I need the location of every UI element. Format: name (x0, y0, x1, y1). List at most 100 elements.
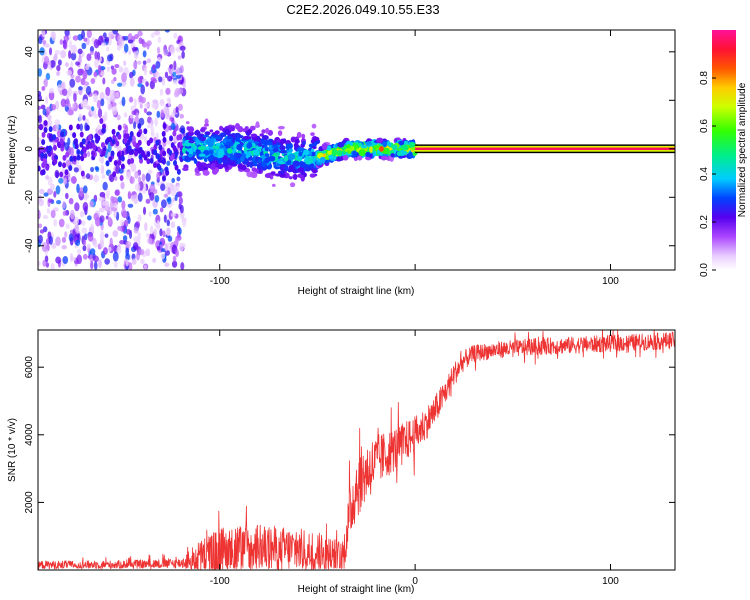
spectrogram-y-ticks: -40 -20 0 20 40 (24, 46, 675, 253)
spectrogram-blob (176, 225, 181, 232)
spectrogram-blob (257, 142, 262, 147)
spectrogram-frame (37, 29, 676, 271)
spectrogram-blob (62, 154, 67, 161)
spectrogram-blob (170, 212, 176, 218)
spectrogram-blob (38, 124, 43, 131)
spectrogram-blob (107, 103, 113, 111)
spectrogram-blob (85, 64, 90, 71)
spectrogram-blob (157, 36, 162, 43)
spectrogram-blob (137, 139, 142, 146)
spectrogram-blob (146, 123, 153, 129)
spectrogram-blob (57, 59, 62, 66)
snr-frame (37, 329, 676, 571)
spectrogram-blob (46, 119, 53, 127)
spectrogram-blob (91, 106, 95, 112)
spectrogram-blob (408, 151, 413, 159)
spectrogram-blob (80, 170, 85, 177)
spectrogram-blob (156, 46, 161, 55)
spectrogram-blob (62, 255, 69, 265)
spectrogram-blob (97, 108, 103, 118)
spectrogram-blob (160, 199, 167, 209)
spectrogram-blob (365, 141, 372, 146)
spectrogram-blob (184, 140, 189, 145)
spectrogram-blob (274, 166, 281, 170)
spectrogram-blob (204, 131, 211, 136)
spectrogram-blob (127, 203, 134, 208)
spectrogram-blob (133, 49, 139, 60)
spectrogram-blob (182, 83, 186, 89)
spectrogram-blob (296, 131, 302, 139)
spectrogram-blob (79, 131, 84, 138)
spectrogram-blob (382, 141, 388, 148)
spectrogram-blob (149, 183, 156, 193)
spectrogram-blob (52, 134, 57, 141)
spectrogram-blob (140, 258, 145, 265)
spectrogram-blob (167, 203, 172, 209)
spectrogram-blob (107, 246, 112, 252)
spectrogram-blob (310, 139, 316, 144)
spectrogram-y-tick-label: -40 (24, 238, 35, 253)
spectrogram-blob (106, 66, 111, 72)
spectrogram-blob (199, 153, 206, 157)
spectrogram-blob (86, 105, 91, 110)
snr-x-tick-label: -100 (210, 576, 230, 587)
spectrogram-blob (116, 151, 121, 158)
snr-x-tick-label: 100 (602, 576, 619, 587)
spectrogram-blob (86, 243, 92, 249)
spectrogram-blob (152, 78, 158, 83)
spectrogram-blob (50, 104, 57, 111)
spectrogram-blob (99, 91, 105, 102)
spectrogram-blob (78, 187, 85, 197)
spectrogram-blob (235, 152, 243, 159)
spectrogram-blob (93, 212, 99, 221)
spectrogram-blob (83, 152, 88, 159)
spectrogram-blob (142, 206, 147, 215)
spectrogram-blob (311, 145, 317, 150)
spectrogram-blob (182, 219, 187, 228)
spectrogram-blob (85, 124, 90, 131)
spectrogram-blob (365, 151, 371, 157)
spectrogram-blob (111, 138, 116, 145)
spectrogram-blob (139, 133, 145, 140)
spectrogram-blob (215, 142, 221, 147)
spectrogram-blob (138, 248, 145, 256)
spectrogram-blob (76, 248, 82, 255)
spectrogram-blob (208, 149, 214, 155)
spectrogram-blob (297, 147, 302, 153)
spectrogram-blob (139, 103, 143, 109)
spectrogram-blob (164, 243, 168, 252)
spectrogram-blob (272, 148, 279, 153)
spectrogram-blob (50, 262, 55, 270)
spectrogram-blob (137, 122, 142, 129)
spectrogram-blob (129, 114, 134, 119)
spectrogram-blob (95, 137, 100, 144)
spectrogram-blob (209, 129, 214, 133)
spectrogram-blob (38, 114, 43, 124)
spectrogram-blob (331, 148, 338, 156)
spectrogram-blob (45, 164, 50, 171)
spectrogram-blob (120, 219, 125, 227)
spectrogram-blob (293, 142, 299, 148)
spectrogram-blob (214, 130, 220, 135)
spectrogram-blob (113, 260, 118, 269)
colorbar-label: Normalized spectral amplitude (737, 82, 748, 217)
spectrogram-blob (161, 76, 166, 86)
spectrogram-marks (38, 30, 675, 270)
spectrogram-blob (173, 160, 178, 167)
spectrogram-blob (312, 136, 320, 141)
spectrogram-blob (195, 148, 201, 155)
spectrogram-blob (72, 103, 76, 109)
spectrogram-blob (265, 127, 270, 135)
spectrogram-blob (86, 215, 92, 221)
spectrogram-blob (342, 155, 349, 161)
snr-y-label: SNR (10 * v/v) (7, 418, 18, 482)
spectrogram-blob (59, 138, 64, 145)
spectrogram-blob (327, 145, 332, 151)
spectrogram-x-label: Height of straight line (km) (298, 286, 415, 297)
spectrogram-blob (210, 163, 216, 170)
spectrogram-blob (167, 235, 173, 242)
spectrogram-blob (52, 144, 57, 151)
spectrogram-blob (38, 234, 43, 244)
spectrogram-blob (55, 136, 60, 143)
spectrogram-blob (152, 99, 158, 104)
